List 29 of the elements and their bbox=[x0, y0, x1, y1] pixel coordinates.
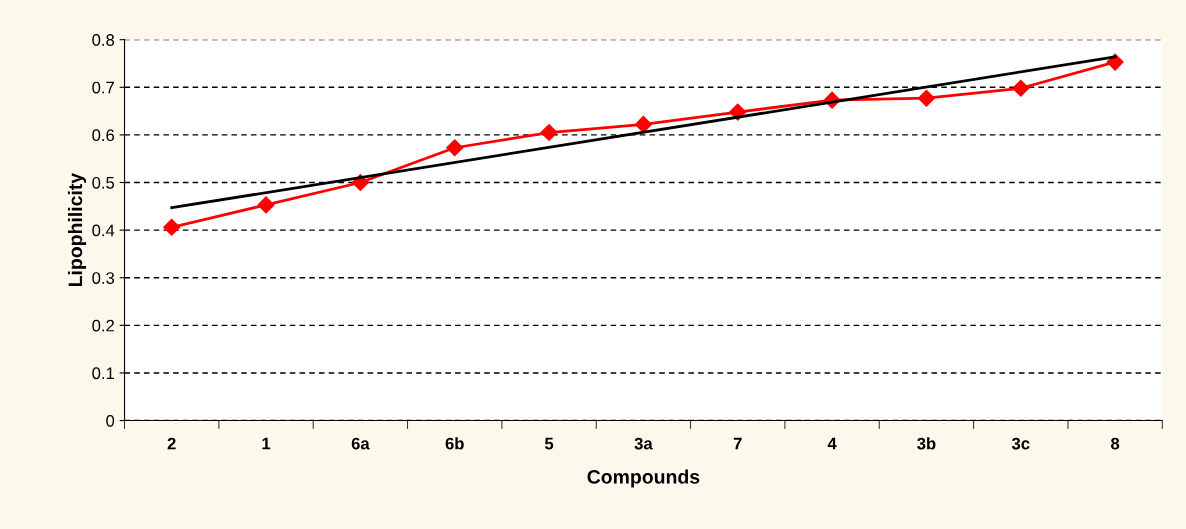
y-tick-label: 0.1 bbox=[92, 367, 114, 380]
x-tick-label: 3a bbox=[634, 437, 653, 450]
x-tick-label: 1 bbox=[262, 437, 271, 450]
x-tick-label: 8 bbox=[1111, 437, 1120, 450]
x-tick-label: 3b bbox=[917, 437, 936, 450]
x-tick-label: 5 bbox=[544, 437, 554, 450]
point bbox=[540, 123, 558, 142]
y-tick-label: 0 bbox=[106, 414, 115, 427]
y-tick-label: 0.4 bbox=[92, 224, 115, 237]
x-tick-label: 3c bbox=[1011, 437, 1030, 450]
x-tick-label: 4 bbox=[827, 437, 837, 450]
point bbox=[634, 115, 652, 133]
x-tick-label: 2 bbox=[167, 437, 176, 450]
point bbox=[1012, 79, 1030, 97]
y-tick-label: 0.8 bbox=[92, 34, 115, 46]
y-axis-title: Lipophilicity bbox=[67, 172, 87, 287]
y-tick-label: 0.2 bbox=[92, 319, 114, 332]
point bbox=[257, 196, 275, 214]
point bbox=[163, 218, 181, 236]
x-axis-title: Compounds bbox=[587, 469, 700, 488]
x-tick-label: 6a bbox=[351, 437, 370, 450]
y-tick-label: 0.5 bbox=[92, 176, 115, 189]
x-tick-label: 6b bbox=[445, 437, 464, 450]
x-tick-label: 7 bbox=[733, 437, 742, 450]
y-tick-label: 0.6 bbox=[92, 129, 115, 142]
point bbox=[446, 139, 464, 157]
y-tick-label: 0.3 bbox=[92, 272, 115, 284]
y-tick-label: 0.7 bbox=[92, 81, 114, 94]
point bbox=[917, 89, 935, 107]
